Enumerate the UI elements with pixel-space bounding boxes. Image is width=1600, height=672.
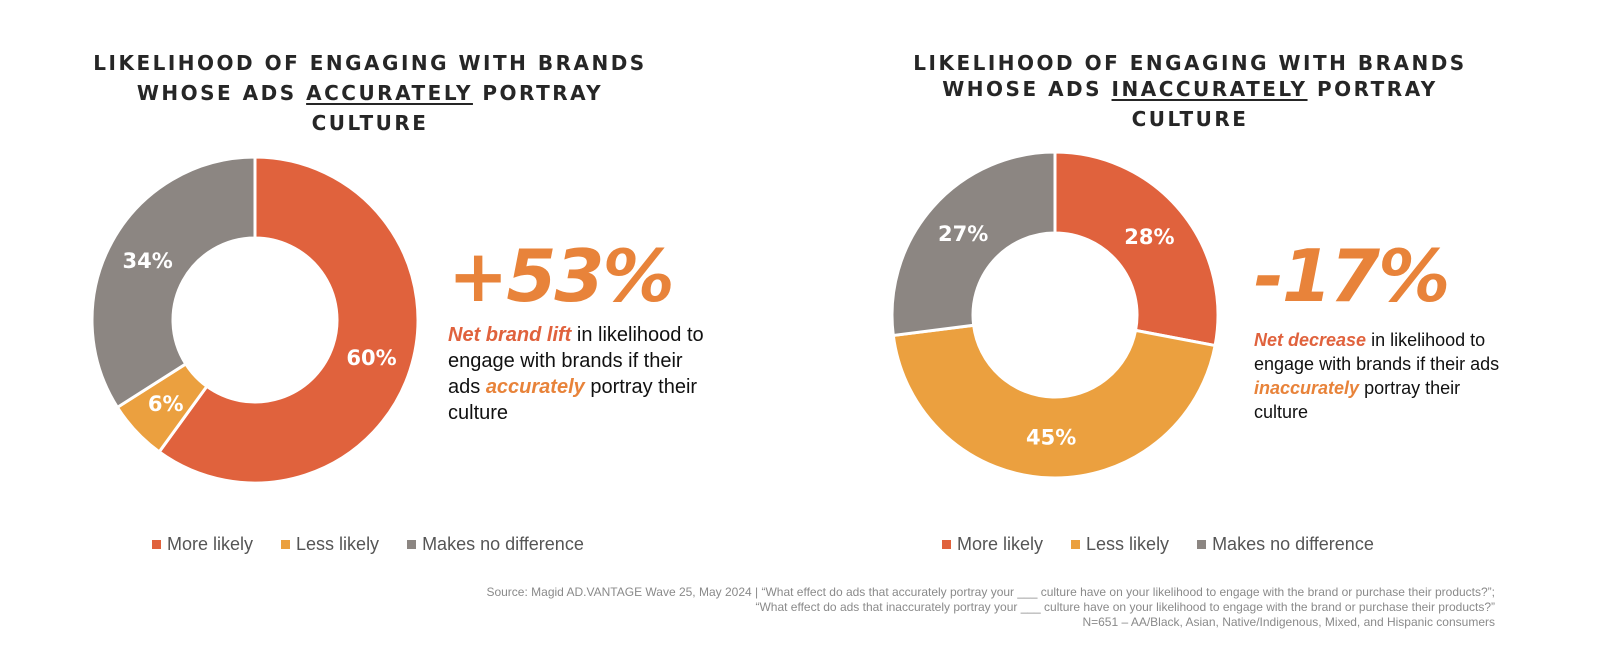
legend-left: More likely Less likely Makes no differe… [152,534,584,555]
legend-swatch [1071,540,1081,549]
desc-end: portray their culture [448,376,698,424]
chart-title-right: LIKELIHOOD OF ENGAGING WITH BRANDS WHOSE… [890,48,1490,134]
legend-item-less-likely: Less likely [281,534,379,555]
legend-item-more-likely: More likely [152,534,253,555]
legend-item-less-likely: Less likely [1071,534,1169,555]
desc-emphasis-2: inaccurately [1254,378,1360,398]
legend-right: More likely Less likely Makes no differe… [942,534,1374,555]
legend-item-no-difference: Makes no difference [1197,534,1374,555]
desc-emphasis-2: accurately [485,376,585,398]
legend-label: Makes no difference [1212,534,1374,554]
data-label: 45% [1026,425,1076,449]
legend-label: More likely [167,534,254,554]
source-note: Source: Magid AD.VANTAGE Wave 25, May 20… [486,585,1495,630]
donut-chart-accurately: 60% 6% 34% [90,155,420,485]
net-lift-description: Net brand lift in likelihood to engage w… [448,322,708,426]
title-post: PORTRAY CULTURE [1131,77,1438,131]
desc-emphasis-1: Net decrease [1254,330,1367,350]
slice-no-difference [890,150,1057,338]
legend-label: Less likely [1086,534,1170,554]
data-label: 60% [346,346,396,370]
source-line-3: N=651 – AA/Black, Asian, Native/Indigeno… [1082,615,1495,629]
legend-item-more-likely: More likely [942,534,1043,555]
title-line-2: WHOSE ADS INACCURATELY PORTRAY CULTURE [890,74,1490,134]
legend-item-no-difference: Makes no difference [407,534,584,555]
donut-chart-inaccurately: 28% 45% 27% [890,150,1220,480]
desc-end: portray their culture [1254,378,1461,422]
title-line-1: LIKELIHOOD OF ENGAGING WITH BRANDS [93,51,647,75]
slice-less-likely [891,323,1217,480]
source-line-2: “What effect do ads that inaccurately po… [755,600,1495,614]
legend-swatch [942,540,951,549]
desc-emphasis-1: Net brand lift [448,324,572,346]
title-post: PORTRAY CULTURE [311,81,604,135]
title-pre: WHOSE ADS [942,77,1112,101]
net-decrease-value: -17% [1254,234,1450,318]
source-line-1: Source: Magid AD.VANTAGE Wave 25, May 20… [486,585,1495,599]
data-label: 34% [123,249,173,273]
data-label: 6% [148,392,184,416]
title-line-2: WHOSE ADS ACCURATELY PORTRAY CULTURE [90,78,650,138]
legend-label: Less likely [296,534,380,554]
net-lift-value: +53% [448,234,675,318]
title-emphasis: INACCURATELY [1111,77,1308,101]
legend-label: More likely [957,534,1044,554]
desc-mid: in likelihood to engage with brands if t… [1254,330,1500,374]
legend-swatch [281,540,291,549]
title-line-1: LIKELIHOOD OF ENGAGING WITH BRANDS [913,51,1467,75]
legend-swatch [1197,540,1207,549]
legend-swatch [407,540,417,549]
slice-more-likely [1053,150,1220,348]
data-label: 28% [1124,225,1174,249]
title-emphasis: ACCURATELY [306,81,473,105]
slice-more-likely [157,155,420,485]
slice-no-difference [90,155,257,410]
net-decrease-description: Net decrease in likelihood to engage wit… [1254,328,1504,424]
data-label: 27% [938,222,988,246]
legend-swatch [152,540,161,549]
desc-mid: in likelihood to engage with brands if t… [448,324,704,398]
chart-title-left: LIKELIHOOD OF ENGAGING WITH BRANDS WHOSE… [90,48,650,138]
title-pre: WHOSE ADS [136,81,307,105]
legend-label: Makes no difference [422,534,584,554]
